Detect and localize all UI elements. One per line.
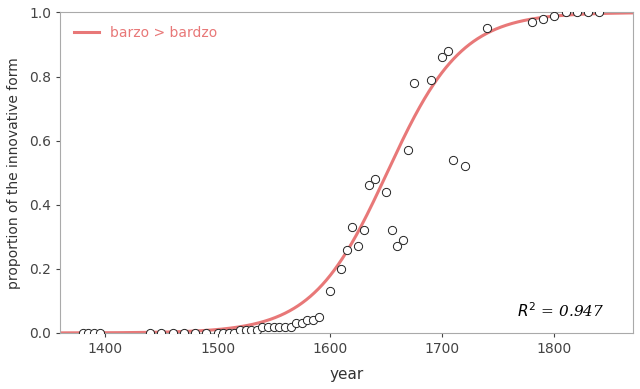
Point: [218, 330, 228, 336]
Point: [241, 327, 251, 333]
Point: [291, 320, 301, 326]
Point: [381, 189, 391, 195]
Point: [235, 327, 245, 333]
Point: [95, 330, 105, 336]
Point: [561, 9, 571, 16]
Point: [572, 9, 582, 16]
Point: [583, 9, 593, 16]
Point: [246, 327, 257, 333]
Point: [308, 317, 318, 323]
Point: [387, 227, 397, 233]
Point: [538, 16, 548, 22]
Point: [448, 157, 458, 163]
Point: [145, 330, 156, 336]
Point: [353, 243, 363, 249]
Point: [252, 327, 262, 333]
Point: [280, 323, 290, 329]
Legend: barzo > bardzo: barzo > bardzo: [67, 19, 225, 47]
Point: [364, 182, 374, 189]
Point: [190, 330, 200, 336]
Point: [257, 323, 268, 329]
Point: [403, 147, 413, 153]
Point: [179, 330, 189, 336]
Point: [460, 163, 470, 169]
Point: [549, 12, 559, 19]
Point: [358, 227, 369, 233]
Point: [595, 9, 605, 16]
Point: [263, 323, 273, 329]
Point: [212, 330, 223, 336]
Point: [347, 224, 357, 230]
Point: [156, 330, 166, 336]
Point: [437, 54, 447, 60]
Point: [201, 330, 211, 336]
Point: [324, 288, 335, 294]
Point: [409, 80, 419, 86]
Point: [269, 323, 279, 329]
Point: [426, 77, 436, 83]
Point: [370, 176, 380, 182]
Point: [527, 19, 537, 25]
X-axis label: year: year: [330, 367, 364, 382]
Point: [274, 323, 284, 329]
Point: [392, 243, 403, 249]
Point: [342, 247, 352, 253]
Point: [302, 317, 312, 323]
Point: [285, 323, 296, 329]
Point: [89, 330, 99, 336]
Point: [223, 330, 234, 336]
Point: [482, 25, 492, 32]
Point: [83, 330, 93, 336]
Point: [336, 266, 346, 272]
Point: [397, 237, 408, 243]
Point: [443, 48, 453, 54]
Text: $R^2$ = 0.947: $R^2$ = 0.947: [517, 301, 604, 320]
Point: [229, 330, 239, 336]
Point: [77, 330, 88, 336]
Y-axis label: proportion of the innovative form: proportion of the innovative form: [7, 57, 21, 289]
Point: [314, 314, 324, 320]
Point: [296, 320, 307, 326]
Point: [168, 330, 178, 336]
